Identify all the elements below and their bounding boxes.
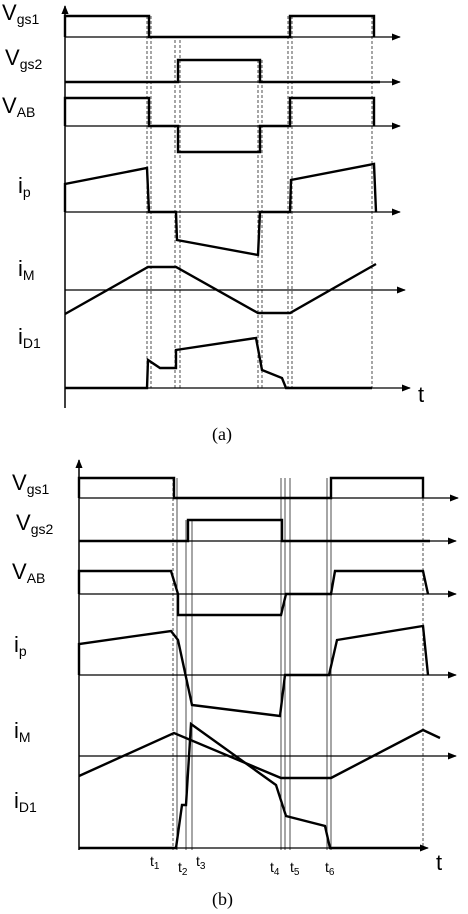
id1-waveform — [65, 336, 372, 390]
caption-a: (a) — [212, 424, 232, 445]
im-waveform — [64, 262, 377, 316]
vgs2-waveform — [65, 58, 380, 84]
axis-label-t-a: t — [418, 382, 424, 407]
label-id1-b: iD1 — [14, 788, 37, 815]
label-im: iM — [18, 256, 35, 283]
axis-label-t-b: t — [436, 850, 442, 875]
caption-b: (b) — [212, 889, 233, 910]
vgs1-waveform-b — [77, 476, 425, 500]
time-label-t1: t1 — [150, 853, 160, 872]
time-label-t5: t5 — [290, 859, 300, 878]
vab-waveform — [63, 96, 376, 154]
label-vab: VAB — [2, 93, 35, 120]
vgs2-waveform-b — [79, 518, 430, 543]
time-label-t6: t6 — [325, 859, 335, 878]
im-waveform-b — [78, 728, 441, 780]
panel-a-labels: Vgs1 Vgs2 VAB ip iM iD1 t (a) — [2, 0, 424, 445]
panel-b-time-markers — [172, 478, 424, 850]
ip-waveform — [63, 162, 378, 257]
panel-a-time-markers — [146, 16, 373, 388]
label-vgs2-b: Vgs2 — [16, 510, 53, 537]
id1-waveform-b — [79, 721, 420, 850]
panel-b — [75, 459, 459, 852]
panel-b-labels: Vgs1 Vgs2 VAB ip iM iD1 t1 t2 t3 t4 t5 t… — [12, 470, 442, 910]
label-ip: ip — [18, 173, 31, 200]
label-vab-b: VAB — [12, 559, 45, 586]
time-label-t4: t4 — [270, 859, 280, 878]
time-label-t2: t2 — [178, 859, 188, 878]
label-vgs2: Vgs2 — [5, 45, 42, 72]
label-vgs1-b: Vgs1 — [12, 470, 49, 497]
panel-a — [61, 5, 411, 408]
ip-waveform-b — [77, 624, 430, 718]
label-vgs1: Vgs1 — [2, 0, 39, 27]
label-ip-b: ip — [14, 632, 27, 659]
time-label-t3: t3 — [196, 853, 206, 872]
vab-waveform-b — [77, 569, 430, 617]
label-id1: iD1 — [18, 324, 41, 351]
label-im-b: iM — [14, 718, 31, 745]
vgs1-waveform — [63, 14, 376, 39]
